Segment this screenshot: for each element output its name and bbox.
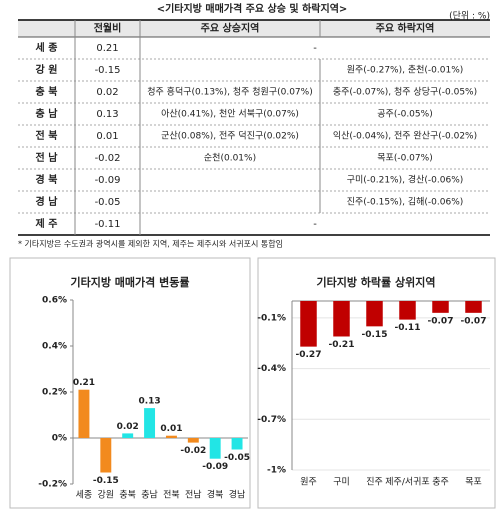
bar	[209, 438, 221, 459]
y-tick-label: -1%	[267, 466, 286, 476]
row-down: 공주(-0.05%)	[377, 109, 432, 120]
table-title: <기타지방 매매가격 주요 상승 및 하락지역>	[157, 2, 348, 15]
y-tick-label: 0.2%	[42, 388, 67, 398]
bar	[399, 301, 416, 320]
row-span: -	[313, 43, 317, 54]
row-change: -0.15	[95, 65, 121, 76]
data-label: 0.21	[73, 378, 95, 388]
row-up: 아산(0.41%), 천안 서북구(0.07%)	[161, 109, 299, 120]
bar	[465, 301, 482, 313]
y-tick-label: -0.4%	[257, 364, 286, 374]
row-down: 진주(-0.15%), 김해(-0.06%)	[347, 196, 464, 208]
row-region: 강 원	[36, 63, 58, 76]
y-tick-label: 0%	[52, 434, 67, 444]
chart-title: 기타지방 하락률 상위지역	[317, 275, 436, 289]
row-change: -0.02	[95, 153, 121, 164]
y-tick-label: 0.4%	[42, 342, 67, 352]
chart-box	[9, 257, 251, 509]
data-label: 0.02	[117, 422, 139, 432]
chart-box	[257, 257, 496, 509]
data-label: -0.07	[461, 316, 487, 326]
x-tick-label: 충남	[141, 490, 158, 501]
row-region: 세 종	[36, 41, 58, 54]
bar	[187, 438, 199, 443]
bar	[366, 301, 383, 327]
row-region: 충 북	[36, 85, 58, 98]
x-tick-label: 충북	[119, 490, 136, 501]
row-region: 경 남	[36, 195, 59, 208]
bar	[144, 408, 156, 438]
row-change: 0.21	[96, 43, 118, 54]
bar	[122, 433, 134, 438]
x-tick-label: 강원	[98, 490, 115, 501]
x-tick-label: 경북	[207, 489, 224, 501]
row-region: 충 남	[36, 107, 59, 120]
y-tick-label: -0.7%	[257, 415, 286, 425]
row-down: 원주(-0.27%), 춘천(-0.01%)	[347, 65, 464, 76]
bar	[333, 301, 350, 337]
y-tick-label: -0.1%	[257, 313, 286, 323]
x-tick-label: 전북	[163, 490, 180, 501]
x-tick-label: 목포	[465, 477, 482, 488]
x-tick-label: 세종	[76, 490, 93, 501]
row-region: 경 북	[36, 173, 58, 186]
row-change: 0.13	[96, 109, 118, 120]
row-down: 익산(-0.04%), 전주 완산구(-0.02%)	[333, 130, 477, 142]
data-label: -0.05	[224, 453, 250, 463]
data-label: 0.01	[160, 424, 182, 434]
bar	[231, 438, 243, 450]
row-change: -0.05	[95, 197, 121, 208]
row-down: 충주(-0.07%), 청주 상당구(-0.05%)	[333, 87, 477, 98]
data-label: -0.11	[395, 323, 421, 333]
row-down: 목포(-0.07%)	[377, 153, 432, 164]
table-header: 주요 상승지역	[201, 22, 260, 35]
row-region: 제 주	[36, 217, 58, 230]
row-change: -0.09	[95, 175, 121, 186]
table-header-bg	[18, 20, 490, 37]
data-label: -0.02	[180, 446, 206, 456]
data-label: -0.15	[93, 476, 119, 486]
x-tick-label: 진주	[366, 477, 383, 488]
row-down: 구미(-0.21%), 경산(-0.06%)	[347, 174, 464, 186]
bar	[100, 438, 112, 473]
table-unit: (단위 : %)	[449, 11, 490, 22]
bar	[432, 301, 449, 313]
bar	[300, 301, 317, 347]
row-change: 0.02	[96, 87, 118, 98]
data-label: 0.13	[138, 397, 160, 407]
chart-title: 기타지방 매매가격 변동률	[71, 275, 190, 289]
x-tick-label: 충주	[432, 477, 449, 488]
x-tick-label: 전남	[185, 490, 202, 501]
row-up: 청주 흥덕구(0.13%), 청주 청원구(0.07%)	[147, 86, 312, 98]
data-label: -0.09	[202, 462, 228, 472]
bar	[78, 389, 90, 438]
y-tick-label: 0.6%	[42, 296, 67, 306]
x-tick-label: 경남	[229, 489, 246, 501]
row-change: 0.01	[96, 131, 118, 142]
x-tick-label: 원주	[300, 477, 317, 488]
data-label: -0.21	[329, 340, 355, 350]
data-label: -0.07	[428, 316, 454, 326]
bar	[165, 435, 177, 438]
row-region: 전 남	[36, 151, 59, 164]
x-tick-label: 제주/서귀포	[385, 477, 429, 488]
data-label: -0.27	[296, 350, 322, 360]
row-region: 전 북	[36, 129, 58, 142]
y-tick-label: -0.2%	[38, 480, 67, 490]
row-up: 군산(0.08%), 전주 덕진구(0.02%)	[161, 131, 299, 142]
table-header: 전월비	[94, 22, 122, 35]
table-header: 주요 하락지역	[376, 22, 435, 35]
row-span: -	[313, 219, 317, 230]
row-up: 순천(0.01%)	[204, 153, 256, 164]
x-tick-label: 구미	[333, 477, 350, 488]
data-label: -0.15	[362, 330, 388, 340]
row-change: -0.11	[95, 219, 121, 230]
footnote: * 기타지방은 수도권과 광역시를 제외한 지역, 제주는 제주시와 서귀포시 …	[18, 239, 283, 249]
